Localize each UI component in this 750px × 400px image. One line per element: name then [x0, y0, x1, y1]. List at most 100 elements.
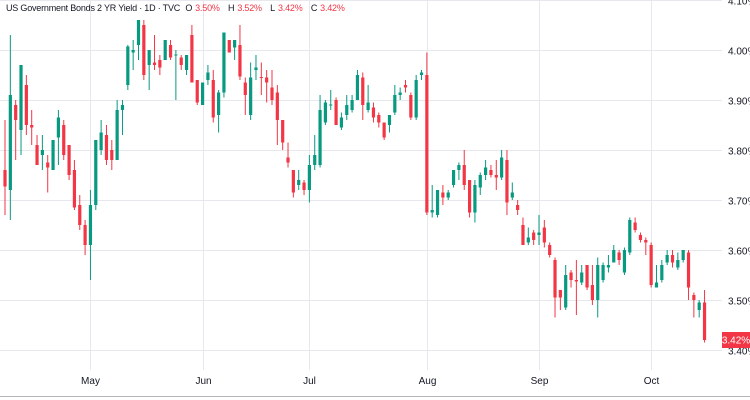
- candle: [104, 125, 109, 165]
- candle-body: [601, 265, 605, 280]
- candle: [606, 255, 611, 273]
- candle: [174, 50, 178, 100]
- candle-body: [136, 20, 141, 45]
- candle: [393, 85, 397, 115]
- grid: [0, 0, 722, 370]
- candles: [3, 20, 707, 343]
- candle-body: [537, 232, 541, 235]
- candle-body: [665, 255, 669, 263]
- candle-body: [179, 57, 183, 65]
- candle-body: [334, 100, 338, 125]
- candle: [558, 290, 562, 310]
- candle: [414, 75, 418, 120]
- price-axis[interactable]: 4.10% 4.00% 3.90% 3.80% 3.70% 3.60% 3.50% 3.40%: [728, 0, 750, 358]
- candle: [564, 265, 568, 310]
- candle: [195, 80, 199, 105]
- candle: [110, 140, 114, 170]
- candle: [67, 145, 71, 180]
- candle: [628, 217, 632, 255]
- candle: [510, 182, 514, 200]
- candle: [585, 265, 589, 290]
- candle: [612, 245, 616, 263]
- candle-body: [200, 82, 205, 105]
- candle-body: [78, 205, 82, 225]
- candle-body: [526, 237, 530, 243]
- candle-body: [286, 157, 290, 163]
- candle-body: [323, 102, 327, 123]
- time-axis[interactable]: May Jun Jul Aug Sep Oct: [81, 376, 659, 387]
- candle: [179, 55, 183, 70]
- candle: [697, 300, 701, 318]
- candle-body: [120, 105, 125, 110]
- candle: [649, 242, 653, 288]
- candle: [152, 35, 157, 70]
- candle-body: [596, 265, 600, 300]
- candle: [441, 185, 445, 205]
- candle-body: [521, 225, 525, 245]
- candle: [120, 100, 125, 135]
- candle-body: [398, 92, 402, 95]
- candle-body: [484, 167, 488, 175]
- candle-body: [387, 115, 392, 125]
- candle: [601, 262, 605, 283]
- candle: [313, 135, 317, 170]
- candle: [377, 112, 381, 128]
- candle-body: [366, 102, 370, 110]
- last-price-label: 3.42%: [722, 336, 750, 347]
- candle: [478, 172, 482, 195]
- candle-body: [494, 175, 498, 178]
- candle: [484, 160, 488, 180]
- candle-body: [606, 265, 611, 268]
- candle-body: [184, 55, 189, 70]
- candle: [238, 25, 242, 80]
- candle: [243, 77, 247, 115]
- candle-body: [152, 62, 157, 65]
- candle-body: [686, 252, 691, 288]
- y-tick-label: 3.70%: [728, 197, 750, 208]
- candle-body: [163, 40, 167, 60]
- candle-body: [115, 110, 119, 160]
- candle-body: [40, 150, 44, 155]
- candle: [553, 257, 557, 318]
- candle-body: [46, 162, 50, 168]
- candle-body: [590, 285, 594, 300]
- y-tick-label: 4.00%: [728, 47, 750, 58]
- candle: [334, 97, 338, 125]
- candle: [142, 20, 146, 80]
- candle: [371, 102, 376, 123]
- candle-body: [628, 220, 632, 253]
- candle: [654, 265, 659, 288]
- last-price-marker: 3.42%: [722, 332, 750, 348]
- candle: [660, 260, 664, 283]
- candle-body: [419, 72, 424, 75]
- candle-body: [147, 50, 151, 65]
- candle: [56, 110, 60, 165]
- x-tick-label: Sep: [531, 376, 549, 387]
- candle-body: [617, 252, 621, 260]
- candle: [473, 180, 477, 223]
- y-tick-label: 3.80%: [728, 147, 750, 158]
- candle-body: [259, 77, 263, 78]
- x-tick-label: Jun: [195, 376, 211, 387]
- candle-body: [435, 190, 440, 215]
- candle-body: [270, 87, 274, 100]
- candle: [8, 35, 12, 220]
- candle-body: [67, 145, 71, 175]
- candle: [638, 232, 643, 243]
- candle-body: [430, 210, 434, 213]
- candle-body: [649, 245, 653, 285]
- candle-body: [654, 282, 659, 288]
- candle-body: [291, 170, 295, 193]
- candle: [94, 140, 98, 210]
- candle: [30, 110, 34, 145]
- candle-body: [217, 92, 221, 115]
- candle: [329, 90, 333, 110]
- y-tick-label: 3.40%: [728, 347, 750, 358]
- candle-body: [190, 35, 194, 83]
- candle-body: [83, 225, 87, 245]
- candle-body: [580, 272, 584, 283]
- candle-body: [361, 77, 365, 105]
- ohlc-open: O 3.50%: [185, 3, 220, 13]
- candle: [457, 162, 461, 180]
